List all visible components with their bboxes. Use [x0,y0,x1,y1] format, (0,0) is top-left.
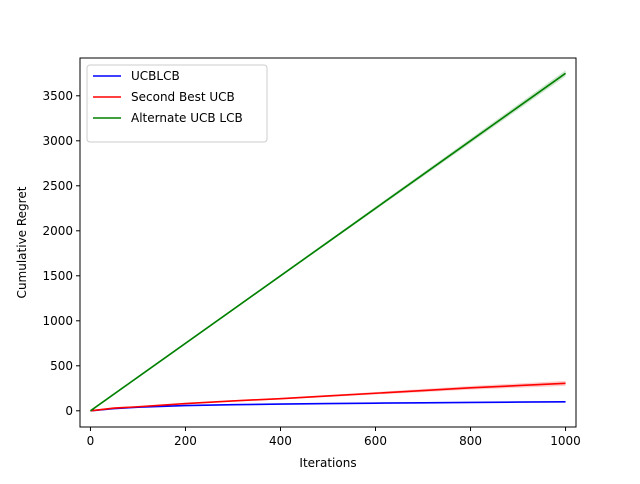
x-tick-label: 600 [364,434,387,448]
legend-frame [86,64,268,143]
y-axis-ticks: 0 500 1000 1500 2000 2500 3000 3500 [42,89,80,418]
y-tick-label: 1500 [42,269,73,283]
y-tick-label: 500 [50,359,73,373]
y-tick-label: 3000 [42,134,73,148]
plot-frame [79,57,577,428]
x-tick-label: 1000 [550,434,581,448]
y-axis-label: Cumulative Regret [15,186,29,298]
x-tick-label: 800 [459,434,482,448]
x-tick-label: 400 [269,434,292,448]
legend-entry-label: Alternate UCB LCB [131,111,243,125]
legend-entry-label: Second Best UCB [131,90,235,104]
x-axis-ticks: 0 200 400 600 800 1000 [87,427,581,448]
series-2-line [89,72,567,412]
legend: UCBLCB Second Best UCB Alternate UCB LCB [86,64,268,143]
x-tick-label: 0 [87,434,95,448]
y-tick-label: 2500 [42,179,73,193]
series-lines [89,72,567,412]
legend-entry-label: UCBLCB [131,69,180,83]
x-tick-label: 200 [174,434,197,448]
y-tick-label: 1000 [42,314,73,328]
y-tick-label: 2000 [42,224,73,238]
x-axis-label: Iterations [299,456,356,470]
series-1-line [90,382,566,412]
y-tick-label: 3500 [42,89,73,103]
y-tick-label: 0 [65,404,73,418]
